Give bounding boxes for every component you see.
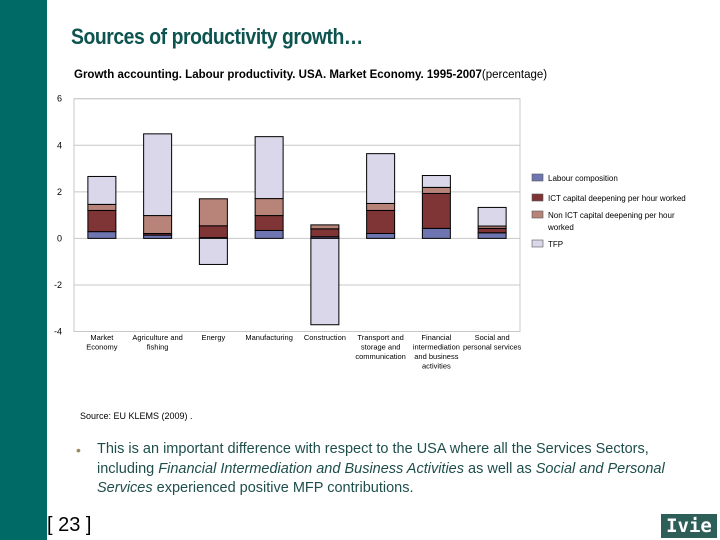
chart-subtitle: Growth accounting. Labour productivity. …: [74, 69, 547, 81]
bar-segment: [366, 202, 396, 211]
legend-label: ICT capital deepening per hour worked: [548, 194, 686, 203]
x-tick-label-line: Energy: [201, 333, 225, 342]
bullet-text: This is an important difference with res…: [97, 440, 707, 499]
bullet-icon: •: [76, 442, 81, 458]
x-tick-label-line: personal services: [463, 343, 522, 352]
bar-segment: [87, 231, 117, 239]
y-tick-label: -4: [54, 327, 62, 337]
bar-segment: [254, 229, 284, 239]
bullet-text-part: Financial Intermediation and Business Ac…: [158, 460, 464, 477]
bar-segment: [87, 175, 117, 205]
bar-segment: [87, 203, 117, 211]
x-tick-label: Financial intermediation and business activ…: [413, 333, 460, 371]
x-tick-label: Energy: [201, 333, 225, 342]
bar-segment: [366, 153, 396, 204]
chart-subtitle-text: Growth accounting. Labour productivity. …: [74, 69, 482, 81]
y-tick-label: 0: [57, 233, 62, 243]
bar-segment: [366, 209, 396, 234]
legend-swatch: [531, 173, 544, 182]
x-tick-label: Agriculture and fishing: [132, 333, 182, 352]
page-number: [ 23 ]: [47, 514, 92, 536]
x-tick-label-line: and business: [414, 352, 458, 361]
legend-label: Labour composition: [548, 174, 618, 183]
x-tick-label: Social and personal services: [463, 333, 522, 352]
bar-segment: [254, 215, 284, 231]
legend-label-line: worked: [547, 223, 574, 232]
x-tick-label-line: Transport and: [357, 333, 403, 342]
bar-segment: [421, 227, 451, 239]
bar-segment: [477, 232, 507, 239]
x-tick-label-line: Construction: [304, 333, 346, 342]
x-tick-label: Transport and storage and communication: [355, 333, 405, 361]
x-tick-label-line: communication: [355, 352, 405, 361]
y-tick-label: 6: [57, 94, 62, 104]
bar-segment: [87, 209, 117, 233]
bar-segment: [310, 237, 340, 326]
y-tick-label: -2: [54, 280, 62, 290]
slide-title: Sources of productivity growth…: [71, 24, 363, 49]
bar-segment: [477, 227, 507, 234]
bullet-text-part: experienced positive MFP contributions.: [152, 480, 414, 496]
legend-label: TFP: [548, 240, 563, 249]
bar-segment: [143, 133, 173, 217]
sidebar-band: [0, 0, 47, 540]
bar-segment: [198, 225, 228, 239]
x-tick-label: Manufacturing: [245, 333, 293, 342]
bar-segment: [366, 232, 396, 239]
x-tick-label-line: intermediation: [413, 343, 460, 352]
bullet-text-part: Social and Personal Services: [97, 460, 665, 497]
x-tick-label-line: Financial: [421, 333, 451, 342]
bar-segment: [254, 198, 284, 217]
x-tick-label-line: fishing: [147, 343, 169, 352]
bullet-text-part: as well as: [464, 460, 536, 477]
bar-segment: [310, 224, 340, 230]
ivie-logo: Ivie: [661, 514, 717, 538]
bar-segment: [198, 198, 228, 227]
bar-segment: [143, 215, 173, 234]
legend-swatch: [531, 210, 544, 219]
x-tick-label-line: Economy: [86, 343, 118, 352]
bar-segment: [254, 136, 284, 200]
x-tick-label: Construction: [304, 333, 346, 342]
bar-segment: [421, 192, 451, 229]
bar-segment: [421, 175, 451, 188]
x-tick-label-line: Market: [90, 333, 114, 342]
bar-segment: [477, 206, 507, 227]
bar-segment: [421, 186, 451, 194]
x-tick-label-line: storage and: [361, 343, 401, 352]
chart-subtitle-unit: (percentage): [481, 69, 548, 81]
x-tick-label-line: activities: [422, 362, 451, 371]
legend-label: Non ICT capital deepening per hour worked: [547, 211, 675, 232]
x-tick-label-line: Social and: [475, 333, 510, 342]
bullet-text-part: This is an important difference with res…: [97, 441, 649, 477]
legend-label-line: Non ICT capital deepening per hour: [548, 211, 675, 220]
legend-swatch: [531, 193, 544, 202]
legend-swatch: [531, 239, 544, 248]
source-note: Source: EU KLEMS (2009) .: [80, 411, 193, 421]
x-tick-label-line: Manufacturing: [245, 333, 293, 342]
bar-segment: [198, 237, 228, 265]
bar-segment: [310, 228, 340, 238]
x-tick-label: Market Economy: [86, 333, 118, 352]
x-tick-label-line: Agriculture and: [132, 333, 182, 342]
y-tick-label: 4: [57, 140, 62, 150]
y-tick-label: 2: [57, 187, 62, 197]
plot-area: [73, 98, 521, 332]
